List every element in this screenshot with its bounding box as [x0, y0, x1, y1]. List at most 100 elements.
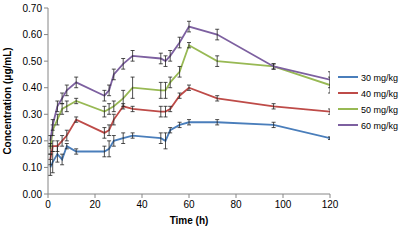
error-bar	[121, 133, 125, 144]
legend-label: 40 mg/kg	[361, 89, 398, 99]
legend-label: 30 mg/kg	[361, 73, 398, 83]
y-tick	[44, 8, 48, 9]
error-bar	[60, 93, 64, 104]
error-bar	[74, 117, 78, 122]
y-tick	[44, 61, 48, 62]
y-tick-label: 0.40	[23, 82, 43, 93]
error-bar	[168, 106, 172, 111]
error-bar	[178, 37, 182, 48]
y-tick-label: 0.70	[23, 3, 43, 14]
error-bar	[107, 85, 111, 96]
error-bar	[168, 128, 172, 133]
error-bar	[131, 51, 135, 62]
error-bar	[272, 64, 276, 69]
x-tick-label: 60	[183, 199, 195, 210]
y-tick-label: 0.50	[23, 56, 43, 67]
error-bar	[121, 90, 125, 106]
error-bar	[168, 77, 172, 88]
error-bar	[168, 51, 172, 62]
error-bar	[65, 130, 69, 141]
legend-label: 60 mg/kg	[361, 121, 398, 131]
x-tick-label: 40	[136, 199, 148, 210]
error-bar	[215, 96, 219, 101]
error-bar	[107, 104, 111, 115]
error-bar	[55, 101, 59, 112]
error-bar	[112, 69, 116, 80]
error-bar	[107, 125, 111, 136]
y-tick	[44, 194, 48, 195]
y-tick-label: 0.20	[23, 135, 43, 146]
error-bar	[60, 136, 64, 147]
error-bar	[102, 90, 106, 101]
error-bar	[55, 114, 59, 125]
y-tick	[44, 140, 48, 141]
error-bar	[187, 120, 191, 125]
y-tick	[44, 34, 48, 35]
x-tick	[142, 194, 143, 198]
y-tick	[44, 167, 48, 168]
y-tick-label: 0.00	[23, 189, 43, 200]
error-bar	[121, 58, 125, 69]
error-bar	[65, 101, 69, 112]
x-tick-label: 100	[275, 199, 292, 210]
series-line	[50, 27, 330, 141]
y-tick	[44, 87, 48, 88]
series-line	[50, 45, 330, 149]
error-bar	[164, 82, 168, 98]
x-tick-label: 80	[230, 199, 242, 210]
x-tick	[48, 194, 49, 198]
error-bar	[131, 133, 135, 138]
error-bar	[328, 72, 330, 88]
error-bar	[178, 122, 182, 127]
error-bar	[102, 146, 106, 157]
error-bar	[328, 109, 330, 114]
error-bar	[60, 154, 64, 165]
error-bar	[164, 56, 168, 67]
error-bar	[102, 128, 106, 139]
legend-swatch	[338, 108, 358, 110]
x-tick	[330, 194, 331, 198]
x-tick	[189, 194, 190, 198]
error-bar	[131, 106, 135, 111]
error-bar	[65, 85, 69, 96]
error-bar	[187, 43, 191, 48]
x-axis-label: Time (h)	[170, 215, 209, 226]
legend-swatch	[338, 76, 358, 78]
legend: 30 mg/kg 40 mg/kg 50 mg/kg 60 mg/kg	[338, 73, 398, 131]
error-bar	[187, 21, 191, 32]
y-axis-label: Concentration (μg/mL)	[2, 47, 13, 154]
error-bar	[215, 29, 219, 40]
legend-swatch	[338, 124, 358, 126]
error-bar	[159, 106, 163, 117]
error-bar	[112, 101, 116, 112]
error-bar	[164, 133, 168, 149]
error-bar	[187, 85, 191, 90]
legend-label: 50 mg/kg	[361, 105, 398, 115]
y-tick-label: 0.60	[23, 29, 43, 40]
error-bar	[159, 133, 163, 144]
x-tick	[95, 194, 96, 198]
error-bar	[74, 149, 78, 154]
error-bar	[74, 77, 78, 88]
legend-swatch	[338, 92, 358, 94]
x-tick-label: 120	[322, 199, 339, 210]
error-bar	[112, 136, 116, 147]
error-bar	[178, 66, 182, 77]
plot-area	[48, 21, 330, 175]
error-bar	[55, 141, 59, 152]
error-bar	[272, 104, 276, 109]
y-tick-label: 0.10	[23, 162, 43, 173]
error-bar	[159, 82, 163, 98]
error-bar	[65, 144, 69, 149]
series-line	[50, 122, 330, 167]
error-bar	[60, 104, 64, 115]
x-tick-label: 20	[89, 199, 101, 210]
error-bar	[48, 154, 52, 165]
error-bar	[215, 120, 219, 125]
chart: 0.000.100.200.300.400.500.600.7002040608…	[0, 0, 400, 228]
error-bar	[131, 77, 135, 98]
x-tick	[236, 194, 237, 198]
x-tick	[283, 194, 284, 198]
error-bar	[328, 137, 330, 140]
error-bar	[107, 141, 111, 157]
